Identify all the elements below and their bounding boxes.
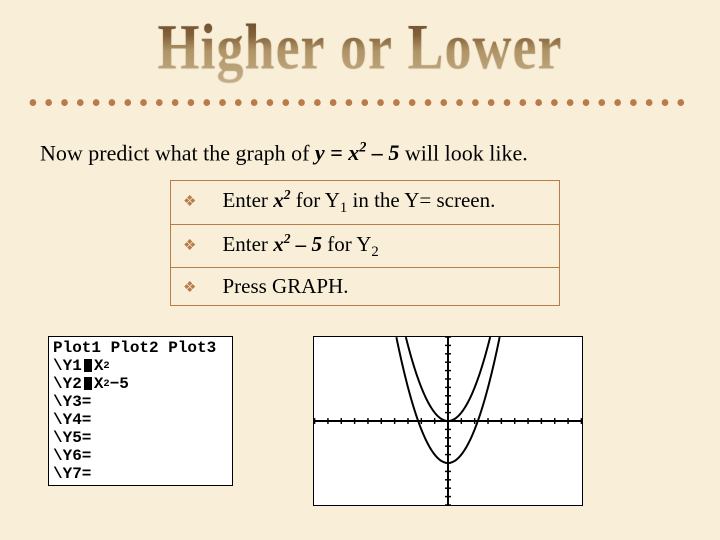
page-title: Higher or Lower	[0, 0, 720, 84]
title-word-1: Higher	[158, 10, 326, 84]
calc-y2: \Y2X2−5	[53, 375, 228, 393]
instruction-list: ❖ Enter x2 for Y1 in the Y= screen. ❖ En…	[170, 180, 560, 305]
calc-y5: \Y5=	[53, 429, 228, 447]
calc-y7: \Y7=	[53, 465, 228, 483]
calc-y4: \Y4=	[53, 411, 228, 429]
list-item: ❖ Press GRAPH.	[171, 268, 559, 305]
title-word-3: Lower	[408, 10, 563, 84]
list-text-3: Press GRAPH.	[222, 274, 348, 299]
cursor-block-icon	[84, 359, 92, 372]
list-text-2: Enter x2 – 5 for Y2	[222, 231, 378, 261]
intro-suffix: will look like.	[399, 140, 527, 165]
calc-y1: \Y1X2	[53, 357, 228, 375]
list-text-1: Enter x2 for Y1 in the Y= screen.	[222, 187, 495, 217]
calc-y3: \Y3=	[53, 393, 228, 411]
divider-dots: ••••••••••••••••••••••••••••••••••••••••…	[0, 88, 720, 120]
diamond-bullet-icon: ❖	[183, 278, 196, 297]
intro-eq-lhs: y = x	[315, 140, 359, 165]
calc-yequals-screen: Plot1 Plot2 Plot3 \Y1X2 \Y2X2−5 \Y3= \Y4…	[48, 336, 233, 486]
calc-y6: \Y6=	[53, 447, 228, 465]
diamond-bullet-icon: ❖	[183, 236, 196, 255]
list-item: ❖ Enter x2 for Y1 in the Y= screen.	[171, 181, 559, 224]
graph-svg	[314, 337, 582, 505]
list-item: ❖ Enter x2 – 5 for Y2	[171, 225, 559, 268]
cursor-block-icon	[84, 377, 92, 390]
diamond-bullet-icon: ❖	[183, 192, 196, 211]
intro-text: Now predict what the graph of y = x2 – 5…	[40, 140, 720, 166]
calculator-row: Plot1 Plot2 Plot3 \Y1X2 \Y2X2−5 \Y3= \Y4…	[0, 336, 720, 506]
intro-eq-rhs: – 5	[366, 140, 399, 165]
intro-prefix: Now predict what the graph of	[40, 140, 315, 165]
calc-graph-screen	[313, 336, 583, 506]
calc-header: Plot1 Plot2 Plot3	[53, 339, 228, 357]
title-word-2: or	[340, 10, 393, 84]
